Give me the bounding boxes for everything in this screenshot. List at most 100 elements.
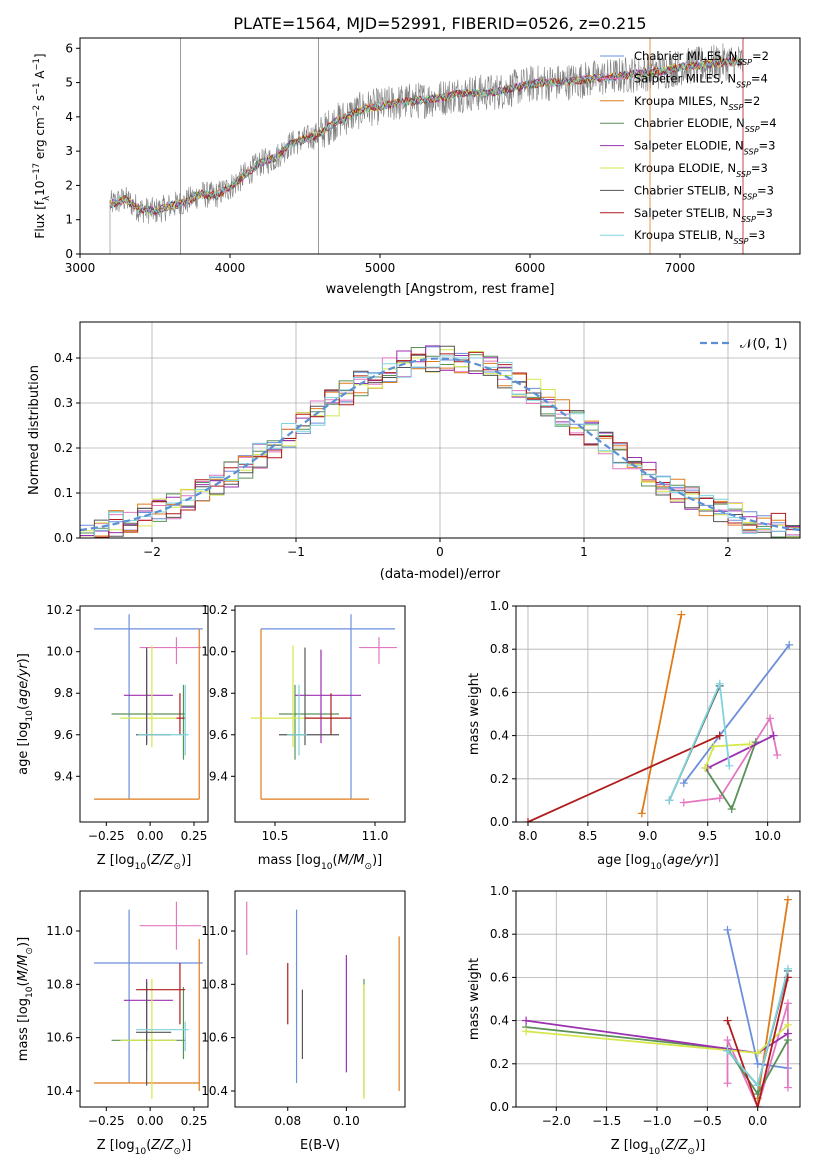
- y-tick-label: 10.0: [46, 645, 73, 659]
- y-tick-label: 0.4: [490, 1014, 509, 1028]
- error-panel-x-axis-label-part: mass [log: [258, 853, 321, 868]
- legend-label-part: =4: [751, 71, 768, 85]
- y-tick-label: 0.2: [490, 772, 509, 786]
- error-panel-x-axis-label-part: 10: [321, 862, 333, 872]
- weight-x-axis-label-part: )]: [709, 853, 719, 868]
- weight-x-axis-label-part: (: [662, 853, 667, 868]
- error-panel-y-axis-label-part: 10: [25, 986, 35, 998]
- x-tick-label: −2: [143, 545, 161, 559]
- spectrum-x-axis-label: wavelength [Angstrom, rest frame]: [326, 282, 555, 297]
- legend-label: 𝒩(0, 1): [740, 337, 787, 352]
- error-panel-y-axis-label-part: age [log: [16, 722, 31, 775]
- error-panel-x-axis-label-part: 10: [135, 862, 147, 872]
- x-tick-label: 0.08: [274, 1114, 301, 1128]
- spectrum-y-axis-label-part: −2: [31, 105, 41, 117]
- weight-x-axis-label-part: 10: [649, 1147, 661, 1157]
- legend-label-part: =3: [757, 183, 774, 197]
- error-panel-x-axis-label: E(B-V): [300, 1138, 340, 1153]
- axes-z_weight: −2.0 −1.5 −1.0 −0.5 0.0 0.0 0.2 0.4 0.6 0.8 1.0: [490, 884, 801, 1128]
- axes-frame-ebv_mass: [234, 890, 406, 1108]
- y-tick-label: 10.2: [46, 603, 73, 617]
- x-tick-label: 3000: [65, 261, 96, 275]
- weight-x-axis-label-part: age/yr: [667, 853, 710, 868]
- x-tick-label: 0.00: [137, 1114, 164, 1128]
- legend-label: Chabrier ELODIE, NSSP=4: [634, 116, 777, 134]
- legend-label-part: =2: [752, 49, 769, 63]
- error-panel-y-axis-label-part: )]: [16, 653, 31, 663]
- y-tick-label: 0.0: [490, 1100, 509, 1114]
- y-tick-label: 2: [65, 178, 73, 192]
- y-tick-label: 0.0: [54, 531, 73, 545]
- x-tick-label: 6000: [515, 261, 546, 275]
- error-panel-y-axis-label-part: M/M: [16, 955, 31, 982]
- y-tick-label: 1: [65, 213, 73, 227]
- axes-frame-mass_age: [234, 605, 406, 823]
- y-tick-label: 10.0: [201, 645, 228, 659]
- weight-x-axis-label-part: Z/Z: [664, 1138, 688, 1153]
- x-tick-label: 0.10: [333, 1114, 360, 1128]
- axes-frame-spectrum: [79, 37, 801, 255]
- x-tick-label: 0.25: [181, 829, 208, 843]
- error-panel-x-axis-label: mass [log10(M/M⊙)]: [258, 853, 382, 872]
- legend-label: Kroupa ELODIE, NSSP=3: [634, 161, 768, 179]
- y-tick-label: 10.8: [201, 977, 228, 991]
- legend-label-part: Salpeter STELIB, N: [634, 206, 741, 220]
- legend-label: Salpeter STELIB, NSSP=3: [634, 206, 773, 224]
- x-tick-label: 5000: [365, 261, 396, 275]
- legend-label: Chabrier MILES, NSSP=2: [634, 49, 769, 67]
- legend-label-part: Chabrier ELODIE, N: [634, 116, 745, 130]
- y-tick-label: 1.0: [490, 599, 509, 613]
- y-tick-label: 9.6: [209, 728, 228, 742]
- y-tick-label: 0.4: [54, 351, 73, 365]
- legend-label-part: =3: [748, 228, 765, 242]
- error-panel-x-axis-label-part: (: [146, 853, 151, 868]
- axes-residuals: −2 −1 0 1 2 0.0 0.1 0.2 0.3 0.4 𝒩(0, 1): [54, 321, 801, 559]
- legend-label: Salpeter ELODIE, NSSP=3: [634, 139, 775, 157]
- y-tick-label: 0: [65, 247, 73, 261]
- x-tick-label: 4000: [215, 261, 246, 275]
- legend-label: Kroupa STELIB, NSSP=3: [634, 228, 765, 246]
- x-tick-label: 0.25: [181, 1114, 208, 1128]
- spectrum-y-axis-label-part: A: [33, 70, 47, 83]
- spectrum-y-axis-label-part: s: [33, 95, 47, 105]
- x-tick-label: 0.00: [137, 829, 164, 843]
- legend-label-part: SSP: [736, 170, 751, 179]
- error-panel-x-axis-label-part: Z/Z: [150, 853, 174, 868]
- y-tick-label: 0.0: [490, 815, 509, 829]
- plot-area-residuals: [80, 345, 800, 538]
- weight-x-axis-label-part: )]: [695, 1138, 705, 1153]
- x-tick-label: −1.5: [592, 1114, 621, 1128]
- x-tick-label: 1: [580, 545, 588, 559]
- y-tick-label: 0.8: [490, 927, 509, 941]
- legend-label-part: Chabrier MILES, N: [634, 49, 737, 63]
- legend-label-part: SSP: [736, 80, 751, 89]
- legend-label: Chabrier STELIB, NSSP=3: [634, 183, 774, 201]
- weight-y-axis-label: mass weight: [467, 673, 482, 755]
- error-panel-x-axis-label: Z [log10(Z/Z⊙)]: [97, 1138, 192, 1157]
- legend-label-part: Kroupa ELODIE, N: [634, 161, 736, 175]
- y-tick-label: 0.6: [490, 685, 509, 699]
- spectrum-y-axis-label-part: −1: [31, 83, 41, 95]
- y-tick-label: 6: [65, 41, 73, 55]
- y-tick-label: 9.8: [54, 686, 73, 700]
- error-panel-x-axis-label-part: )]: [181, 853, 191, 868]
- error-panel-x-axis-label-part: )]: [372, 853, 382, 868]
- y-tick-label: 0.6: [490, 970, 509, 984]
- axes-frame-z_age: [79, 605, 209, 823]
- axes-ebv_mass: 0.08 0.10 10.4 10.6 10.8 11.0: [201, 890, 406, 1128]
- spectrum-y-axis-label-part: 10: [33, 181, 47, 196]
- plot-area-z_weight: [522, 895, 792, 1107]
- y-tick-label: 9.4: [209, 769, 228, 783]
- x-tick-label: 10.5: [262, 829, 289, 843]
- normal-curve-line: [80, 357, 800, 532]
- error-panel-x-axis-label-part: Z [log: [97, 1138, 135, 1153]
- error-panel-x-axis-label-part: M/M: [338, 853, 365, 868]
- error-panel-y-axis-label: age [log10(age/yr)]: [16, 653, 35, 775]
- y-tick-label: 9.4: [54, 769, 73, 783]
- x-tick-label: 0.0: [748, 1114, 767, 1128]
- legend-label-part: =2: [743, 94, 760, 108]
- legend-label-part: SSP: [737, 58, 752, 67]
- y-tick-label: 11.0: [46, 924, 73, 938]
- weight-x-axis-label: Z [log10(Z/Z⊙)]: [611, 1138, 706, 1157]
